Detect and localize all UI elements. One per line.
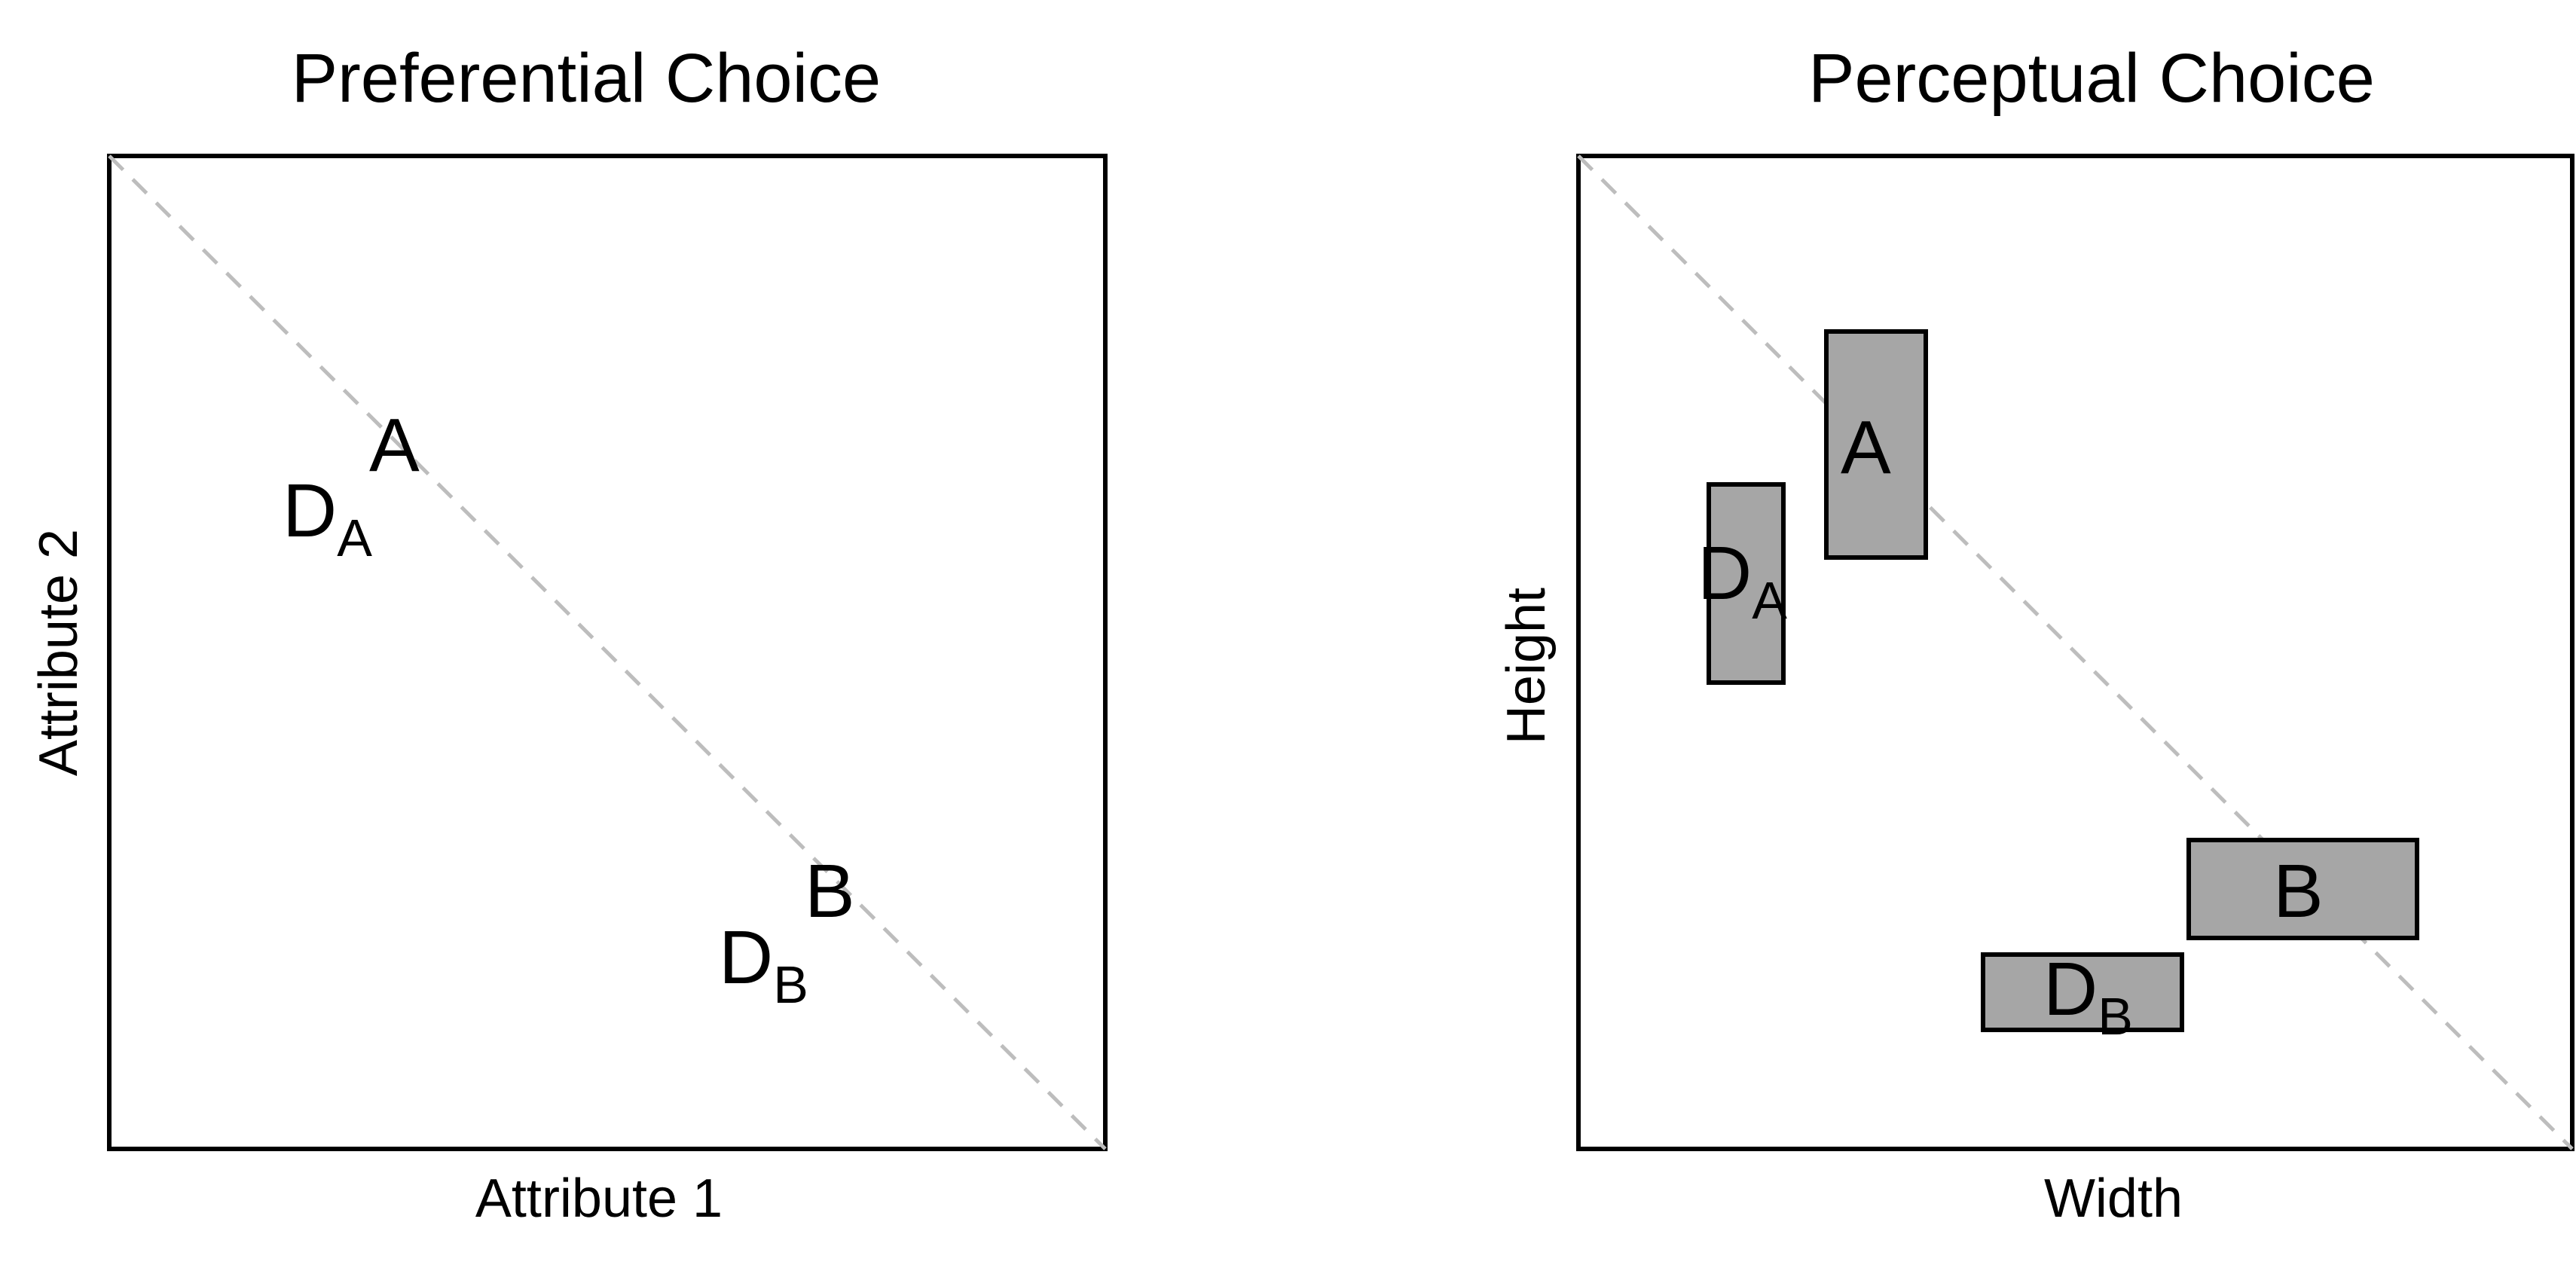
y-axis-label: Attribute 2 xyxy=(29,529,89,776)
y-axis-label: Height xyxy=(1496,588,1557,744)
point-da-label: DA xyxy=(283,469,372,567)
point-a-label: A xyxy=(369,403,420,487)
rect-a-label: A xyxy=(1841,405,1891,490)
diagonal-line xyxy=(108,154,1107,1150)
plot-frame xyxy=(1576,154,2574,1151)
point-b-label: B xyxy=(805,849,855,933)
plot-frame xyxy=(107,154,1108,1151)
panel-preferential: Preferential Choice Attribute 1 Attribut… xyxy=(29,40,1108,1229)
rect-da xyxy=(1707,482,1786,685)
diagonal-line xyxy=(1577,154,2574,1150)
panel-title: Preferential Choice xyxy=(292,40,881,117)
rect-b xyxy=(2186,838,2419,940)
x-axis-label: Width xyxy=(2044,1169,2183,1229)
rect-db xyxy=(1981,952,2184,1032)
rect-a xyxy=(1824,329,1928,560)
panel-perceptual: Perceptual Choice Width Height A DA B DB xyxy=(1496,40,2574,1229)
rect-db-label: DB xyxy=(2043,947,2133,1046)
panel-title: Perceptual Choice xyxy=(1808,40,2375,117)
rect-da-label: DA xyxy=(1697,531,1787,630)
rect-b-label: B xyxy=(2273,849,2324,933)
point-db-label: DB xyxy=(719,915,808,1014)
x-axis-label: Attribute 1 xyxy=(475,1169,723,1229)
